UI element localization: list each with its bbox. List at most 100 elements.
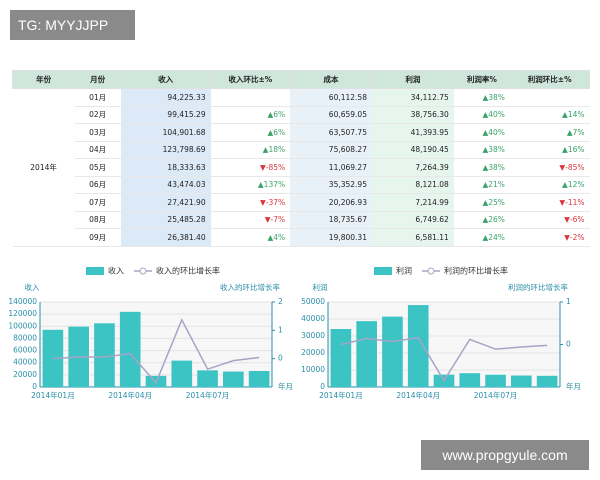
legend-label: 利润的环比增长率 xyxy=(444,266,508,276)
table-cell: ▼-85% xyxy=(509,158,590,177)
y-tick-label: 100000 xyxy=(8,321,37,330)
bar xyxy=(248,370,270,387)
table-cell xyxy=(210,88,291,107)
y-tick-label: 40000 xyxy=(301,314,325,323)
x-tick-label: 2014年04月 xyxy=(396,390,440,400)
table-cell: 34,112.75 xyxy=(371,88,454,107)
table-cell: 06月 xyxy=(74,176,121,194)
y-tick-label: 140000 xyxy=(8,297,37,306)
y2-axis-title: 利润的环比增长率 xyxy=(508,282,568,292)
watermark: www.propgyule.com xyxy=(421,440,589,470)
y2-tick-label: 0 xyxy=(278,354,283,363)
table-row: 03月 104,901.68 ▲6% 63,507.75 41,393.95 ▲40% ▲7… xyxy=(13,123,590,142)
table-cell: ▲21% xyxy=(453,176,510,194)
table-cell: 104,901.68 xyxy=(120,123,211,142)
table-cell: 08月 xyxy=(74,211,121,229)
table-cell: 18,333.63 xyxy=(120,158,211,177)
x-tick-label: 2014年07月 xyxy=(474,390,518,400)
data-table: 年份 月份 收入 收入环比±% 成本 利润 利润率% 利润环比±% 2014年 01月 94,225… xyxy=(11,70,590,247)
table-cell: 18,735.67 xyxy=(290,211,372,229)
column-header: 年份 xyxy=(11,70,76,89)
table-cell: ▲6% xyxy=(210,106,291,124)
table-cell: 04月 xyxy=(74,141,121,159)
y-tick-label: 10000 xyxy=(301,365,325,374)
table-cell: ▲18% xyxy=(210,141,291,159)
table-row: 07月 27,421.90 ▼-37% 20,206.93 7,214.99 ▲25% ▼-… xyxy=(13,193,590,212)
bar xyxy=(94,323,115,387)
table-row: 2014年 01月 94,225.33 60,112.58 34,112.75 ▲38% xyxy=(12,88,590,247)
x-tick-label: 2014年01月 xyxy=(31,390,75,400)
bar xyxy=(485,374,506,387)
table-cell: ▲6% xyxy=(210,123,291,142)
table-row: 09月 26,381.40 ▲4% 19,800.31 6,581.11 ▲24% ▼-2% xyxy=(13,228,590,247)
y2-axis-title: 收入的环比增长率 xyxy=(220,282,280,292)
table-row: 06月 43,474.03 ▲137% 35,352.95 8,121.08 ▲21% ▲1… xyxy=(13,176,590,194)
table-cell: 38,756.30 xyxy=(371,106,454,124)
column-header: 利润 xyxy=(371,70,455,89)
column-header: 收入环比±% xyxy=(210,70,291,89)
table-cell: ▲4% xyxy=(210,228,291,247)
column-header: 月份 xyxy=(74,70,122,89)
y-tick-label: 0 xyxy=(320,382,325,391)
x-tick-label: 2014年01月 xyxy=(319,390,363,400)
bar xyxy=(536,375,558,387)
y-tick-label: 20000 xyxy=(13,370,37,379)
y-tick-label: 40000 xyxy=(13,358,37,367)
column-header: 收入 xyxy=(120,70,212,89)
y-tick-label: 80000 xyxy=(13,333,37,342)
y-tick-label: 60000 xyxy=(13,346,37,355)
table-cell: 123,798.69 xyxy=(120,141,211,159)
table-cell xyxy=(509,88,590,107)
table-cell: ▼-2% xyxy=(509,228,590,247)
table-cell: ▼-85% xyxy=(210,158,291,177)
table-cell: 26,381.40 xyxy=(120,228,211,247)
table-row: 04月 123,798.69 ▲18% 75,608.27 48,190.45 ▲38% ▲… xyxy=(13,141,590,159)
table-cell: ▲40% xyxy=(453,106,510,124)
watermark: TG: MYYJJPP xyxy=(10,10,135,40)
table-cell: 63,507.75 xyxy=(290,123,372,142)
table-cell: 41,393.95 xyxy=(371,123,454,142)
legend-marker xyxy=(427,267,435,275)
legend-swatch xyxy=(86,267,104,275)
table-cell: 7,214.99 xyxy=(371,193,454,212)
table-cell: 99,415.29 xyxy=(120,106,211,124)
table-cell: ▲25% xyxy=(453,193,510,212)
bar xyxy=(511,375,532,387)
table-cell: ▲16% xyxy=(509,141,590,159)
table-cell: 60,659.05 xyxy=(290,106,372,124)
x-tick-label: 2014年07月 xyxy=(186,390,230,400)
table-cell: 19,800.31 xyxy=(290,228,372,247)
y2-tick-label: 0 xyxy=(566,340,571,349)
table-cell: 27,421.90 xyxy=(120,193,211,212)
y-tick-label: 30000 xyxy=(301,331,325,340)
table-cell: 7,264.39 xyxy=(371,158,454,177)
bar xyxy=(356,321,377,387)
table-cell: 07月 xyxy=(74,193,121,212)
table-cell: 20,206.93 xyxy=(290,193,372,212)
y-axis-title: 利润 xyxy=(313,282,328,292)
y-tick-label: 120000 xyxy=(8,309,37,318)
y-axis-title: 收入 xyxy=(25,282,40,292)
y2-tick-label: 1 xyxy=(566,297,571,306)
legend-label: 收入 xyxy=(108,266,124,276)
bar xyxy=(330,329,352,387)
y-tick-label: 50000 xyxy=(301,297,325,306)
table-cell: ▲12% xyxy=(509,176,590,194)
table-cell: 94,225.33 xyxy=(120,88,211,107)
table-cell: ▲24% xyxy=(453,228,510,247)
table-row: 02月 99,415.29 ▲6% 60,659.05 38,756.30 ▲40% ▲14… xyxy=(13,106,590,124)
bar xyxy=(119,311,141,387)
table-cell: ▲38% xyxy=(453,158,510,177)
charts: 0200004000060000800001000001200001400000… xyxy=(8,266,581,401)
table-cell: ▲137% xyxy=(210,176,291,194)
table-cell: 8,121.08 xyxy=(371,176,454,194)
table-cell: ▼-11% xyxy=(509,193,590,212)
bar xyxy=(171,360,193,387)
bar xyxy=(382,316,403,387)
table-cell: 03月 xyxy=(74,123,121,142)
table-cell: ▼-6% xyxy=(509,211,590,229)
table-cell: 35,352.95 xyxy=(290,176,372,194)
y-tick-label: 0 xyxy=(32,382,37,391)
bar xyxy=(223,371,244,387)
table-cell: 09月 xyxy=(74,228,121,247)
